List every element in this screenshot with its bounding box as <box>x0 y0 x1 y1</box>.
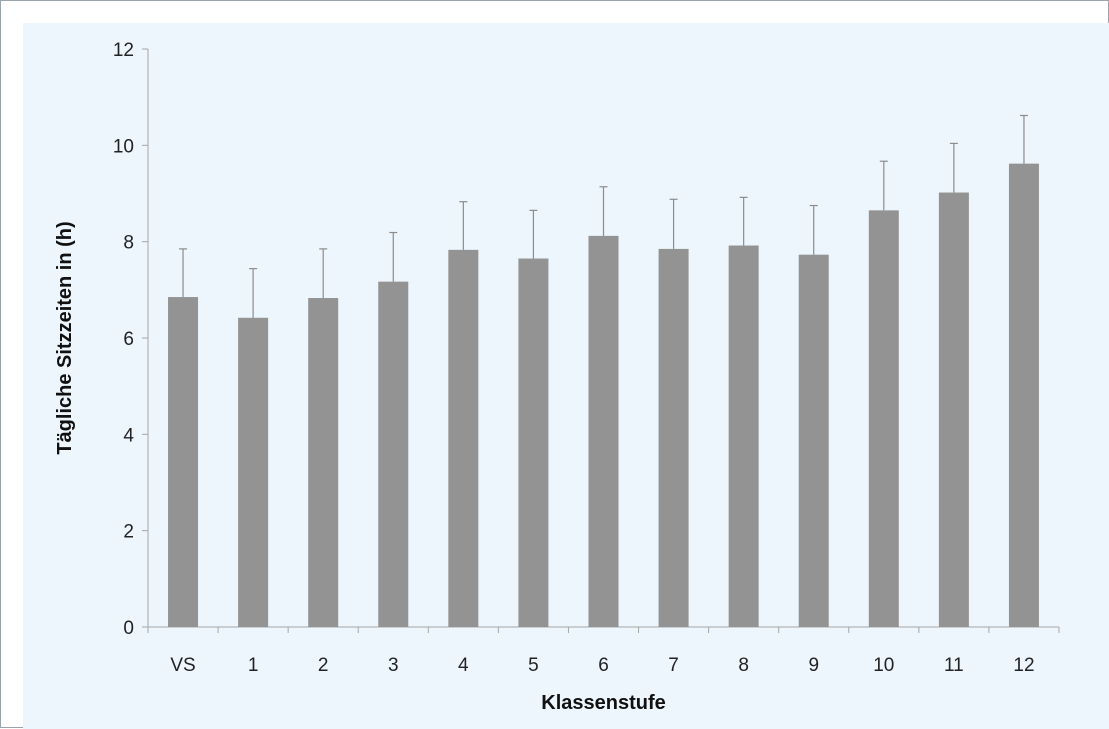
chart-background <box>23 23 1109 729</box>
x-tick-label: 6 <box>598 655 609 676</box>
y-tick-label: 6 <box>123 329 134 350</box>
x-tick-label: 7 <box>668 655 679 676</box>
bar <box>588 235 619 628</box>
bar <box>168 297 199 627</box>
bar <box>798 254 829 627</box>
x-tick-label: 5 <box>528 655 539 676</box>
y-tick-label: 8 <box>123 233 134 254</box>
y-tick-label: 0 <box>123 618 134 639</box>
bar <box>938 192 969 627</box>
x-tick-label: 3 <box>388 655 399 676</box>
x-tick-label: 10 <box>873 655 894 676</box>
bar <box>448 249 479 628</box>
x-tick-label: 2 <box>318 655 329 676</box>
y-tick-label: 10 <box>113 136 134 157</box>
y-axis-title: Tägliche Sitzzeiten in (h) <box>54 221 76 454</box>
x-tick-label: 9 <box>808 655 819 676</box>
bar <box>378 281 409 627</box>
bar <box>308 298 339 627</box>
x-tick-label: 8 <box>738 655 749 676</box>
x-axis-title: Klassenstufe <box>541 692 666 714</box>
bar <box>518 258 549 627</box>
bar <box>238 317 269 627</box>
y-tick-label: 2 <box>123 522 134 543</box>
x-tick-label: 4 <box>458 655 469 676</box>
x-tick-label: 11 <box>944 655 964 676</box>
x-tick-label: 12 <box>1013 655 1034 676</box>
x-tick-label: VS <box>170 655 195 676</box>
x-tick-label: 1 <box>248 655 259 676</box>
bar <box>658 248 689 627</box>
bar <box>868 210 899 627</box>
y-tick-label: 12 <box>113 40 134 61</box>
bar <box>1008 163 1039 628</box>
y-tick-label: 4 <box>123 425 134 446</box>
bar <box>728 245 759 627</box>
